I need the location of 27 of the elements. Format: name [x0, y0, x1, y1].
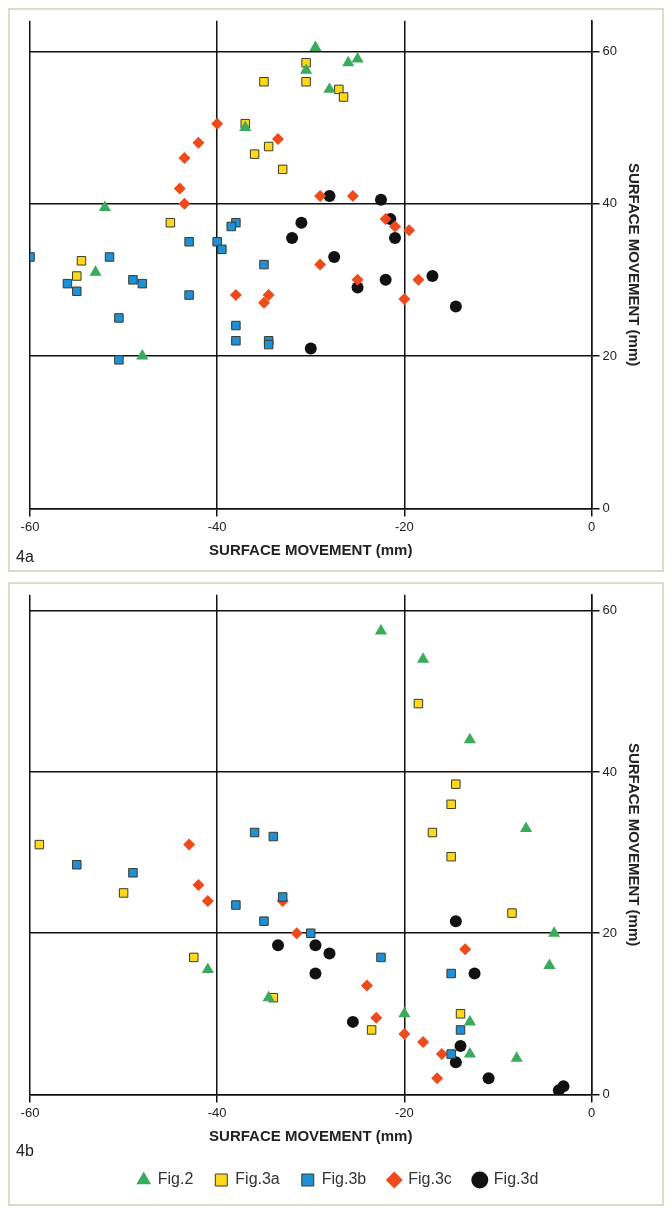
text: 4a [16, 548, 34, 565]
x-tick-label: -60 [20, 1104, 40, 1120]
legend-label: Fig.3a [235, 1170, 280, 1188]
x-tick-label: -20 [394, 1104, 414, 1120]
y-tick-label: 20 [602, 347, 618, 363]
y-tick-label: 0 [602, 1085, 610, 1101]
x-tick-label: 0 [587, 518, 596, 534]
legend-label: Fig.2 [157, 1170, 194, 1188]
y-tick-label: 40 [602, 763, 618, 779]
text: 4b [16, 1142, 34, 1159]
x-tick-label: -60 [20, 518, 40, 534]
x-tick-label: 0 [587, 1104, 596, 1120]
y-axis-title: SURFACE MOVEMENT (mm) [625, 162, 643, 367]
x-tick-label: -20 [394, 518, 414, 534]
x-tick-label: -40 [207, 518, 227, 534]
y-tick-label: 60 [602, 602, 618, 618]
y-tick-label: 0 [602, 499, 610, 515]
x-axis-title: SURFACE MOVEMENT (mm) [209, 1127, 413, 1145]
x-tick-label: -40 [207, 1104, 227, 1120]
legend-label: Fig.3b [321, 1170, 367, 1188]
y-tick-label: 40 [602, 195, 618, 211]
y-tick-label: 20 [602, 924, 618, 940]
legend-label: Fig.3c [408, 1170, 452, 1188]
legend-label: Fig.3d [493, 1170, 539, 1188]
y-axis-title: SURFACE MOVEMENT (mm) [625, 742, 643, 947]
y-tick-label: 60 [602, 42, 618, 58]
x-axis-title: SURFACE MOVEMENT (mm) [209, 541, 413, 559]
